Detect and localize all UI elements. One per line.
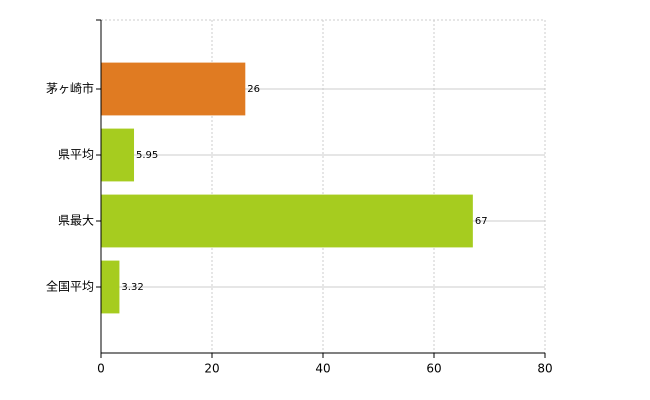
value-label: 26 xyxy=(247,84,260,95)
bar xyxy=(101,62,246,116)
value-label: 5.95 xyxy=(136,150,158,161)
y-tick-label: 全国平均 xyxy=(46,279,94,294)
y-tick-label: 茅ヶ崎市 xyxy=(46,81,94,96)
x-tick-label: 20 xyxy=(204,362,219,376)
value-label: 67 xyxy=(475,216,488,227)
bar xyxy=(101,260,120,314)
x-tick-label: 0 xyxy=(97,362,105,376)
bar xyxy=(101,128,135,182)
y-tick-label: 県最大 xyxy=(58,214,94,228)
bar xyxy=(101,194,473,248)
value-label: 3.32 xyxy=(121,282,143,293)
x-tick-label: 40 xyxy=(315,362,330,376)
y-tick-label: 県平均 xyxy=(58,148,94,162)
x-tick-label: 80 xyxy=(537,362,552,376)
x-tick-label: 60 xyxy=(426,362,441,376)
